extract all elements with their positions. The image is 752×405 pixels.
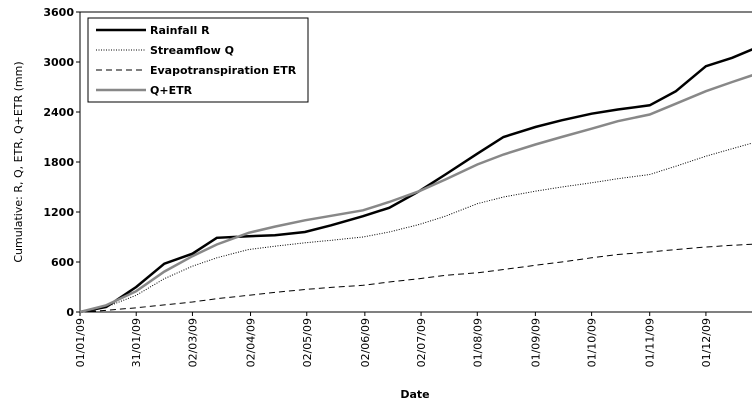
legend-label: Evapotranspiration ETR <box>150 64 297 77</box>
y-tick-label: 3000 <box>43 56 74 69</box>
legend-label: Rainfall R <box>150 24 210 37</box>
x-tick-label: 02/03/09 <box>186 318 199 367</box>
x-axis-title: Date <box>400 388 429 401</box>
y-tick-label: 600 <box>51 256 74 269</box>
series-line <box>79 74 752 314</box>
y-tick-label: 1200 <box>43 206 74 219</box>
x-tick-label: 01/08/09 <box>471 318 484 367</box>
x-tick-label: 01/01/09 <box>74 318 87 367</box>
y-tick-label: 0 <box>66 306 74 319</box>
x-tick-label: 01/12/09 <box>700 318 713 367</box>
legend-label: Streamflow Q <box>150 44 234 57</box>
x-tick-label: 02/07/09 <box>415 318 428 367</box>
y-tick-label: 1800 <box>43 156 74 169</box>
y-tick-label: 2400 <box>43 106 74 119</box>
y-axis-title: Cumulative: R, Q, ETR, Q+ETR (mm) <box>12 61 25 262</box>
series-line <box>79 243 752 313</box>
x-tick-label: 02/04/09 <box>245 318 258 367</box>
x-tick-label: 31/01/09 <box>130 318 143 367</box>
series-line <box>79 142 752 313</box>
x-tick-label: 01/09/09 <box>529 318 542 367</box>
y-tick-label: 3600 <box>43 6 74 19</box>
x-tick-label: 01/11/09 <box>644 318 657 367</box>
x-tick-label: 02/05/09 <box>301 318 314 367</box>
x-tick-label: 02/06/09 <box>359 318 372 367</box>
x-tick-label: 01/10/09 <box>586 318 599 367</box>
legend-box <box>87 17 309 103</box>
legend-label: Q+ETR <box>150 84 193 97</box>
